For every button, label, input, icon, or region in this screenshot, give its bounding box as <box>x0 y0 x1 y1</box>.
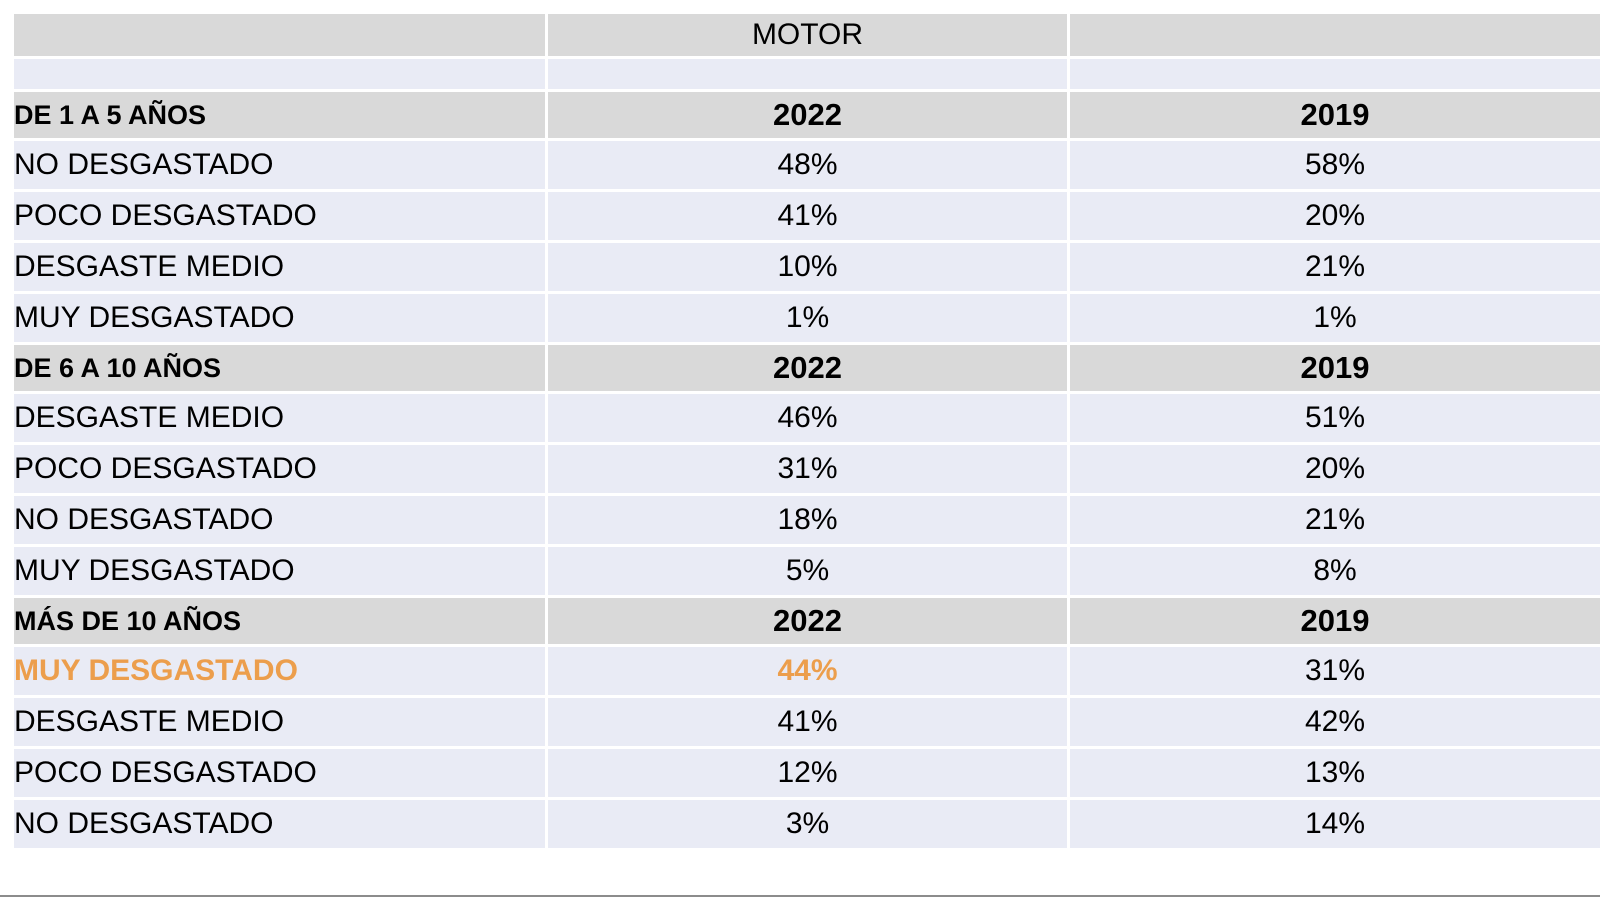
value-2022: 18% <box>545 496 1067 547</box>
year-header-2019: 2019 <box>1067 92 1600 141</box>
row-label: NO DESGASTADO <box>14 800 545 851</box>
row-label: POCO DESGASTADO <box>14 749 545 800</box>
group-header-row: DE 6 A 10 AÑOS 2022 2019 <box>14 345 1600 394</box>
table-row: DESGASTE MEDIO 10% 21% <box>14 243 1600 294</box>
value-2019: 42% <box>1067 698 1600 749</box>
value-2022: 41% <box>545 192 1067 243</box>
row-label: POCO DESGASTADO <box>14 192 545 243</box>
title-row: MOTOR <box>14 14 1600 59</box>
value-2019: 31% <box>1067 647 1600 698</box>
year-header-2022: 2022 <box>545 92 1067 141</box>
row-label: POCO DESGASTADO <box>14 445 545 496</box>
table-row: NO DESGASTADO 48% 58% <box>14 141 1600 192</box>
spacer-cell <box>545 59 1067 92</box>
row-label: DESGASTE MEDIO <box>14 394 545 445</box>
value-2022: 1% <box>545 294 1067 345</box>
group-label: DE 1 A 5 AÑOS <box>14 92 545 141</box>
title-empty-cell-right <box>1067 14 1600 59</box>
year-header-2019: 2019 <box>1067 598 1600 647</box>
row-label: NO DESGASTADO <box>14 496 545 547</box>
value-2022: 5% <box>545 547 1067 598</box>
table-row: DESGASTE MEDIO 41% 42% <box>14 698 1600 749</box>
table-row: DESGASTE MEDIO 46% 51% <box>14 394 1600 445</box>
value-2019: 14% <box>1067 800 1600 851</box>
value-2019: 8% <box>1067 547 1600 598</box>
table-row: NO DESGASTADO 18% 21% <box>14 496 1600 547</box>
value-2022: 12% <box>545 749 1067 800</box>
value-2019: 20% <box>1067 192 1600 243</box>
spacer-row <box>14 59 1600 92</box>
year-header-2022: 2022 <box>545 598 1067 647</box>
group-header-row: DE 1 A 5 AÑOS 2022 2019 <box>14 92 1600 141</box>
table-row: MUY DESGASTADO 1% 1% <box>14 294 1600 345</box>
table-row: NO DESGASTADO 3% 14% <box>14 800 1600 851</box>
year-header-2019: 2019 <box>1067 345 1600 394</box>
table-row: POCO DESGASTADO 41% 20% <box>14 192 1600 243</box>
table-row: MUY DESGASTADO 44% 31% <box>14 647 1600 698</box>
bottom-rule <box>0 895 1600 897</box>
value-2022: 3% <box>545 800 1067 851</box>
row-label: MUY DESGASTADO <box>14 294 545 345</box>
row-label: MUY DESGASTADO <box>14 647 545 698</box>
value-2022: 46% <box>545 394 1067 445</box>
value-2022: 31% <box>545 445 1067 496</box>
row-label: DESGASTE MEDIO <box>14 698 545 749</box>
value-2022: 44% <box>545 647 1067 698</box>
table-row: POCO DESGASTADO 31% 20% <box>14 445 1600 496</box>
row-label: DESGASTE MEDIO <box>14 243 545 294</box>
title-empty-cell <box>14 14 545 59</box>
row-label: NO DESGASTADO <box>14 141 545 192</box>
row-label: MUY DESGASTADO <box>14 547 545 598</box>
value-2022: 41% <box>545 698 1067 749</box>
group-label: MÁS DE 10 AÑOS <box>14 598 545 647</box>
spacer-cell <box>14 59 545 92</box>
value-2019: 13% <box>1067 749 1600 800</box>
spacer-cell <box>1067 59 1600 92</box>
value-2019: 58% <box>1067 141 1600 192</box>
value-2022: 10% <box>545 243 1067 294</box>
value-2019: 51% <box>1067 394 1600 445</box>
table-title: MOTOR <box>545 14 1067 59</box>
value-2019: 20% <box>1067 445 1600 496</box>
motor-table: MOTOR DE 1 A 5 AÑOS 2022 2019 NO DESGASTADO… <box>14 14 1600 851</box>
year-header-2022: 2022 <box>545 345 1067 394</box>
value-2022: 48% <box>545 141 1067 192</box>
value-2019: 21% <box>1067 496 1600 547</box>
value-2019: 1% <box>1067 294 1600 345</box>
table-row: POCO DESGASTADO 12% 13% <box>14 749 1600 800</box>
group-label: DE 6 A 10 AÑOS <box>14 345 545 394</box>
group-header-row: MÁS DE 10 AÑOS 2022 2019 <box>14 598 1600 647</box>
table-row: MUY DESGASTADO 5% 8% <box>14 547 1600 598</box>
value-2019: 21% <box>1067 243 1600 294</box>
table-body: MOTOR DE 1 A 5 AÑOS 2022 2019 NO DESGASTADO… <box>14 14 1600 851</box>
